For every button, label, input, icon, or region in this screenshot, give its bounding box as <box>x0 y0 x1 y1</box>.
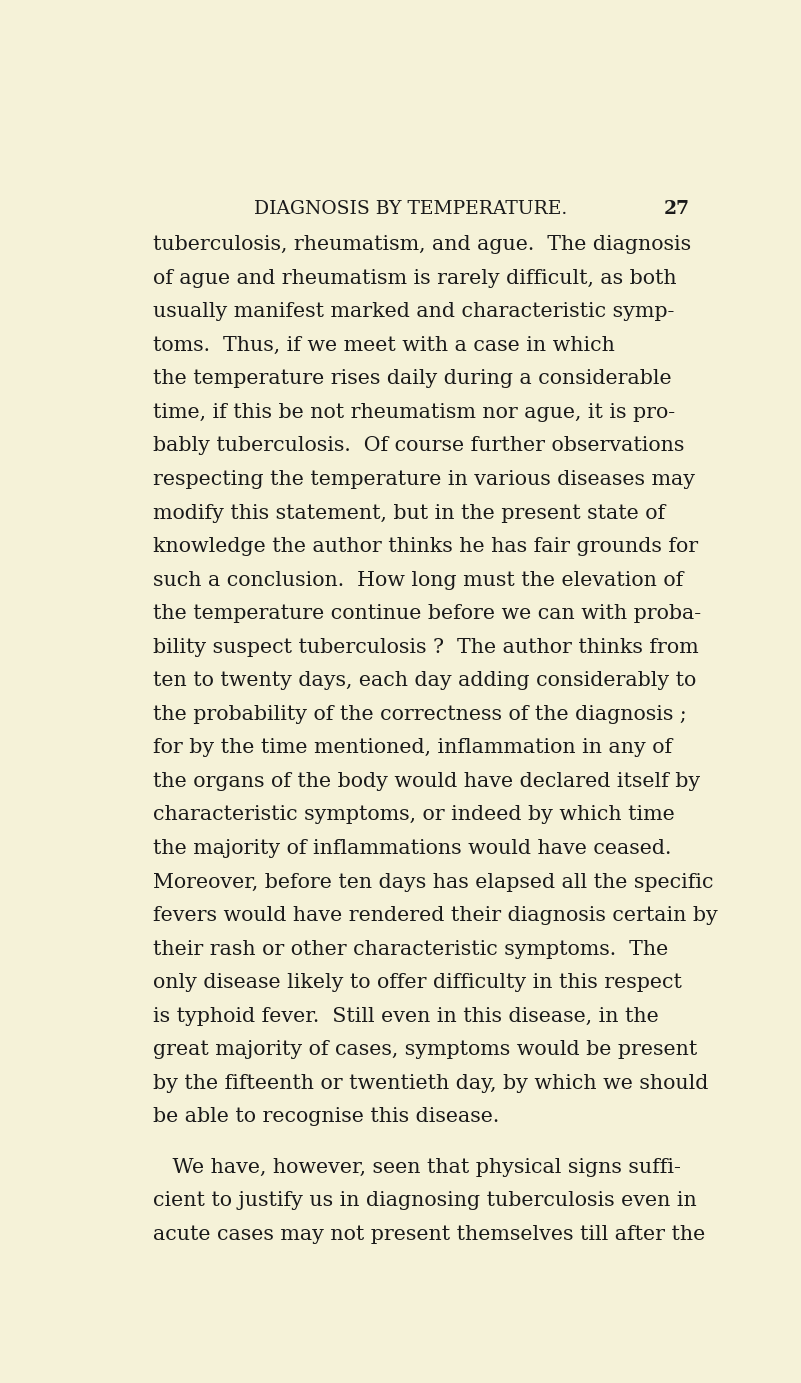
Text: tuberculosis, rheumatism, and ague.  The diagnosis: tuberculosis, rheumatism, and ague. The … <box>153 235 691 254</box>
Text: by the fifteenth or twentieth day, by which we should: by the fifteenth or twentieth day, by wh… <box>153 1073 708 1093</box>
Text: great majority of cases, symptoms would be present: great majority of cases, symptoms would … <box>153 1040 697 1059</box>
Text: modify this statement, but in the present state of: modify this statement, but in the presen… <box>153 503 665 523</box>
Text: of ague and rheumatism is rarely difficult, as both: of ague and rheumatism is rarely difficu… <box>153 268 677 288</box>
Text: only disease likely to offer difficulty in this respect: only disease likely to offer difficulty … <box>153 974 682 992</box>
Text: ten to twenty days, each day adding considerably to: ten to twenty days, each day adding cons… <box>153 671 696 690</box>
Text: Moreover, before ten days has elapsed all the specific: Moreover, before ten days has elapsed al… <box>153 873 714 892</box>
Text: 27: 27 <box>664 201 690 219</box>
Text: time, if this be not rheumatism nor ague, it is pro-: time, if this be not rheumatism nor ague… <box>153 402 675 422</box>
Text: cient to justify us in diagnosing tuberculosis even in: cient to justify us in diagnosing tuberc… <box>153 1191 697 1210</box>
Text: We have, however, seen that physical signs suffi-: We have, however, seen that physical sig… <box>153 1158 681 1177</box>
Text: their rash or other characteristic symptoms.  The: their rash or other characteristic sympt… <box>153 939 668 958</box>
Text: the majority of inflammations would have ceased.: the majority of inflammations would have… <box>153 839 671 857</box>
Text: acute cases may not present themselves till after the: acute cases may not present themselves t… <box>153 1225 705 1243</box>
Text: toms.  Thus, if we meet with a case in which: toms. Thus, if we meet with a case in wh… <box>153 336 614 355</box>
Text: characteristic symptoms, or indeed by which time: characteristic symptoms, or indeed by wh… <box>153 805 674 824</box>
Text: the organs of the body would have declared itself by: the organs of the body would have declar… <box>153 772 700 791</box>
Text: bably tuberculosis.  Of course further observations: bably tuberculosis. Of course further ob… <box>153 437 684 455</box>
Text: respecting the temperature in various diseases may: respecting the temperature in various di… <box>153 470 695 490</box>
Text: knowledge the author thinks he has fair grounds for: knowledge the author thinks he has fair … <box>153 537 698 556</box>
Text: bility suspect tuberculosis ?  The author thinks from: bility suspect tuberculosis ? The author… <box>153 638 698 657</box>
Text: is typhoid fever.  Still even in this disease, in the: is typhoid fever. Still even in this dis… <box>153 1007 658 1026</box>
Text: usually manifest marked and characteristic symp-: usually manifest marked and characterist… <box>153 303 674 321</box>
Text: DIAGNOSIS BY TEMPERATURE.: DIAGNOSIS BY TEMPERATURE. <box>254 201 567 219</box>
Text: such a conclusion.  How long must the elevation of: such a conclusion. How long must the ele… <box>153 571 683 589</box>
Text: for by the time mentioned, inflammation in any of: for by the time mentioned, inflammation … <box>153 739 672 758</box>
Text: the probability of the correctness of the diagnosis ;: the probability of the correctness of th… <box>153 705 686 723</box>
Text: the temperature continue before we can with proba-: the temperature continue before we can w… <box>153 604 701 624</box>
Text: fevers would have rendered their diagnosis certain by: fevers would have rendered their diagnos… <box>153 906 718 925</box>
Text: be able to recognise this disease.: be able to recognise this disease. <box>153 1108 499 1126</box>
Text: the temperature rises daily during a considerable: the temperature rises daily during a con… <box>153 369 671 389</box>
